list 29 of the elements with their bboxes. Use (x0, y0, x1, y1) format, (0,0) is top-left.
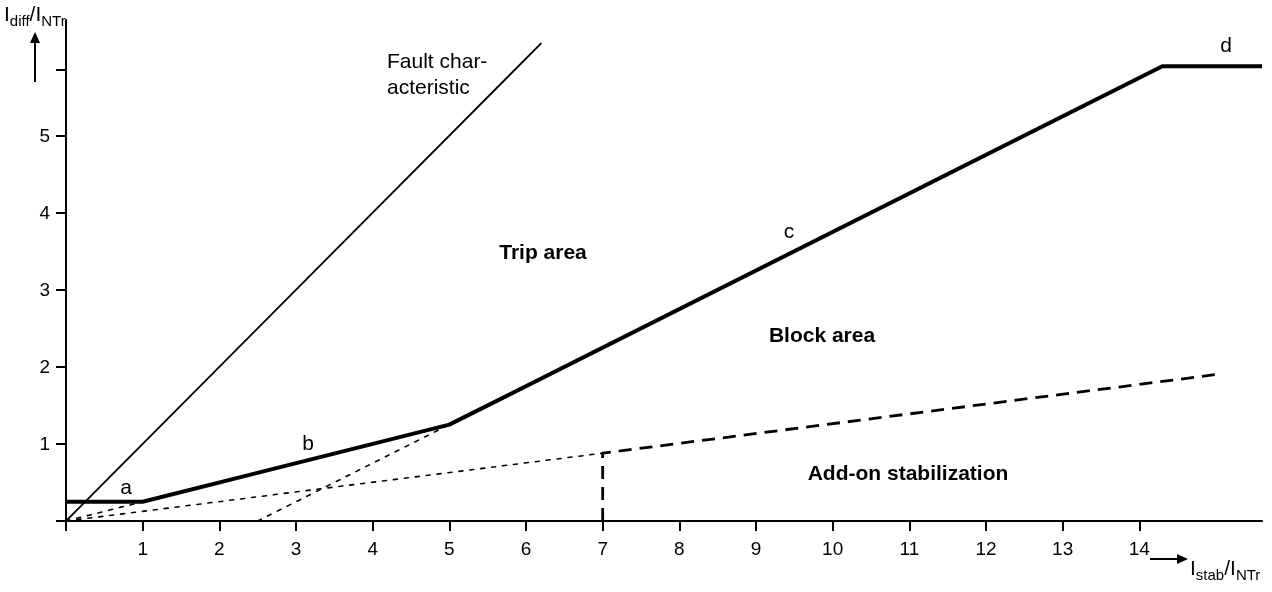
y-tick-label: 3 (39, 279, 50, 301)
x-tick-label: 14 (1128, 538, 1151, 559)
x-tick-label: 3 (290, 538, 302, 559)
x-tick-label: 8 (674, 538, 685, 559)
x-tick-label: 6 (520, 538, 532, 559)
annotation: Add-on stabilization (807, 461, 1009, 485)
y-tick-label: 5 (39, 125, 50, 147)
x-tick-label: 9 (750, 538, 762, 559)
y-axis-title: I$_{diff}$/I$_{NTr}$ (4, 2, 66, 32)
x-tick-label: 5 (444, 538, 455, 559)
x-axis-title: I$_{stab}$/I$_{NTr}$ (1190, 556, 1261, 586)
annotation: Block area (768, 323, 876, 347)
x-tick-label: 4 (367, 538, 379, 559)
annotation: d (1220, 33, 1232, 57)
annotation: b (302, 431, 314, 455)
y-tick-label: 2 (39, 356, 50, 378)
annotation: Fault char-acteristic (387, 48, 489, 100)
y-tick-label: 1 (39, 433, 50, 455)
annotation: c (783, 219, 795, 243)
annotation: Trip area (499, 240, 587, 264)
annotation: a (120, 475, 132, 499)
x-tick-label: 10 (822, 538, 844, 559)
x-tick-label: 12 (975, 538, 997, 559)
x-tick-label: 13 (1052, 538, 1074, 559)
x-tick-label: 1 (137, 538, 148, 559)
x-tick-label: 11 (899, 538, 920, 559)
y-tick-label: 4 (39, 202, 51, 224)
x-tick-label: 7 (597, 538, 608, 559)
x-tick-label: 2 (214, 538, 225, 559)
